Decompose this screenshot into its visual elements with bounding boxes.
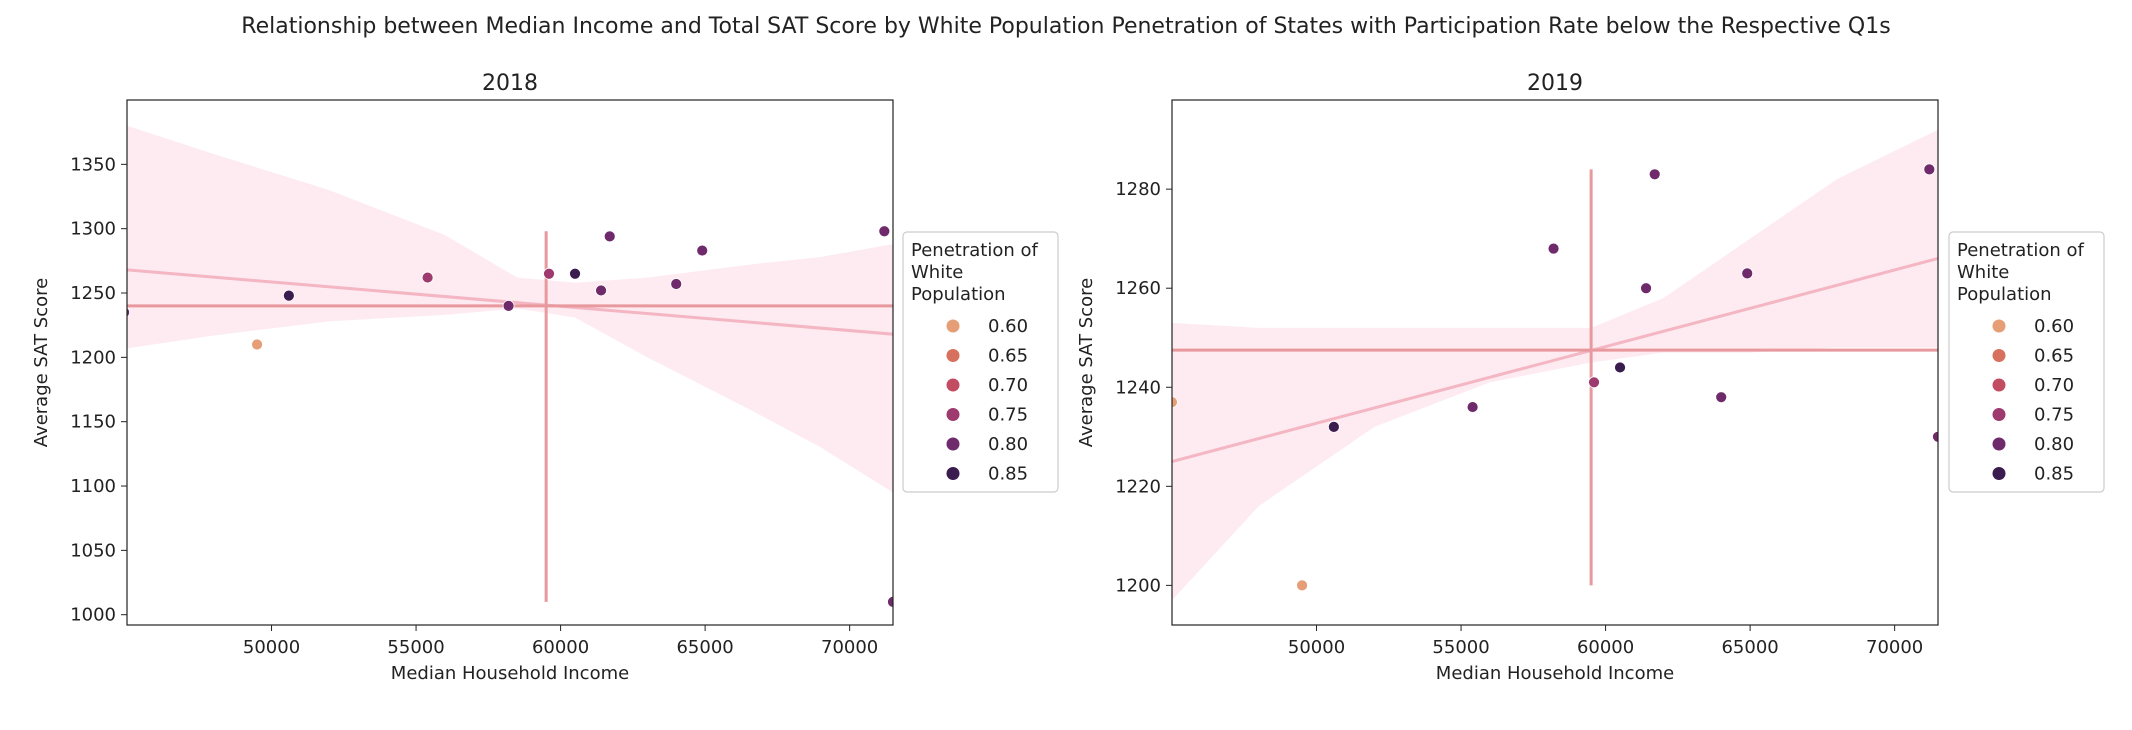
- legend-marker: [1992, 349, 2006, 362]
- data-point-2018-0: [127, 307, 131, 318]
- legend-title: Population: [1957, 284, 2052, 305]
- legend-label: 0.60: [2034, 316, 2074, 337]
- x-tick-label: 50000: [1288, 637, 1345, 658]
- x-tick-label: 55000: [387, 637, 444, 658]
- legend-label: 0.70: [2034, 375, 2074, 396]
- x-tick-label: 65000: [676, 637, 733, 658]
- data-point-2019-7: [1640, 282, 1652, 295]
- panel-2018: 50000 55000 60000 65000 70000 1000 1050 1100 115…: [31, 71, 1059, 684]
- y-tick-label: 1000: [70, 605, 116, 626]
- legend-label: 0.65: [2034, 346, 2074, 367]
- data-point-2019-1: [1296, 579, 1308, 592]
- data-point-2019-5: [1588, 376, 1600, 389]
- data-point-2019-10: [1741, 267, 1754, 280]
- y-axis-label: Average SAT Score: [1076, 278, 1097, 447]
- data-point-2018-10: [696, 244, 709, 257]
- data-point-2019-8: [1648, 168, 1661, 181]
- legend-label: 0.80: [2034, 434, 2074, 455]
- legend-title: Population: [911, 284, 1006, 305]
- legend-marker: [946, 437, 960, 451]
- data-point-2018-1: [251, 338, 263, 351]
- legend-title: White: [1957, 262, 2009, 283]
- legend-label: 0.70: [988, 375, 1028, 396]
- legend-marker: [946, 349, 960, 362]
- legend-marker: [946, 408, 960, 421]
- figure-suptitle: Relationship between Median Income and T…: [241, 14, 1890, 39]
- legend-title: White: [911, 262, 963, 283]
- legend-title: Penetration of: [1957, 240, 2084, 261]
- data-point-2019-3: [1466, 401, 1479, 413]
- confidence-band: [1172, 129, 1938, 601]
- y-tick-label: 1150: [70, 412, 116, 433]
- data-point-2018-11: [878, 225, 891, 238]
- panel-title: 2018: [482, 71, 538, 96]
- legend-marker: [946, 378, 960, 392]
- x-tick-label: 60000: [1577, 637, 1634, 658]
- legend: Penetration of White Population 0.60 0.65 0…: [1948, 231, 2105, 493]
- legend-frame: [902, 231, 1059, 493]
- legend: Penetration of White Population 0.60 0.65 0…: [902, 231, 1059, 493]
- y-tick-label: 1200: [70, 347, 116, 368]
- data-point-2019-4: [1547, 242, 1560, 255]
- axes-frame: [1171, 99, 1939, 626]
- data-point-2019-6: [1614, 361, 1626, 374]
- legend-marker: [1992, 437, 2006, 451]
- legend-label: 0.80: [988, 434, 1028, 455]
- data-point-2019-2: [1327, 420, 1340, 433]
- y-tick-label: 1350: [70, 154, 116, 175]
- x-tick-label: 70000: [821, 637, 878, 658]
- x-tick-label: 50000: [243, 637, 300, 658]
- y-tick-label: 1240: [1115, 377, 1161, 398]
- data-point-2018-8: [603, 230, 616, 243]
- y-tick-label: 1280: [1115, 179, 1161, 200]
- plot-area: [127, 125, 893, 608]
- legend-marker: [946, 319, 960, 333]
- data-point-2018-5: [543, 267, 555, 280]
- x-tick-label: 55000: [1432, 637, 1489, 658]
- data-point-2018-4: [502, 299, 515, 312]
- x-tick-label: 60000: [532, 637, 589, 658]
- x-axis-label: Median Household Income: [1436, 663, 1674, 684]
- y-axis-label: Average SAT Score: [31, 278, 52, 447]
- legend-marker: [1992, 467, 2006, 480]
- legend-marker: [1992, 378, 2006, 392]
- data-point-2018-7: [595, 284, 607, 297]
- legend-label: 0.85: [988, 464, 1028, 485]
- y-tick-label: 1260: [1115, 278, 1161, 299]
- y-tick-label: 1050: [70, 540, 116, 561]
- data-point-2019-12: [1932, 430, 1938, 443]
- legend-label: 0.85: [2034, 464, 2074, 485]
- legend-frame: [1948, 231, 2105, 493]
- data-point-2018-6: [569, 267, 581, 280]
- legend-title: Penetration of: [911, 240, 1038, 261]
- legend-label: 0.60: [988, 316, 1028, 337]
- data-point-2018-12: [887, 595, 893, 608]
- y-tick-label: 1100: [70, 476, 116, 497]
- data-point-2018-9: [670, 278, 683, 290]
- x-axis-label: Median Household Income: [391, 663, 629, 684]
- legend-label: 0.75: [988, 405, 1028, 426]
- y-tick-label: 1200: [1115, 575, 1161, 596]
- panel-title: 2019: [1527, 71, 1583, 96]
- data-point-2018-2: [282, 289, 295, 302]
- legend-label: 0.65: [988, 346, 1028, 367]
- panel-2019: 50000 55000 60000 65000 70000 1200 1220 1240 126…: [1076, 71, 2105, 684]
- x-tick-label: 65000: [1721, 637, 1778, 658]
- y-tick-label: 1220: [1115, 476, 1161, 497]
- axes-frame: [126, 99, 894, 626]
- data-point-2019-0: [1172, 396, 1178, 409]
- x-tick-label: 70000: [1866, 637, 1923, 658]
- y-tick-label: 1300: [70, 219, 116, 240]
- legend-marker: [1992, 408, 2006, 421]
- data-point-2019-9: [1715, 391, 1728, 404]
- plot-area: [1172, 129, 1938, 601]
- data-point-2019-11: [1923, 163, 1936, 176]
- legend-marker: [946, 467, 960, 480]
- legend-label: 0.75: [2034, 405, 2074, 426]
- y-tick-label: 1250: [70, 283, 116, 304]
- legend-marker: [1992, 319, 2006, 333]
- data-point-2018-3: [421, 271, 434, 284]
- regression-line: [1172, 257, 1938, 464]
